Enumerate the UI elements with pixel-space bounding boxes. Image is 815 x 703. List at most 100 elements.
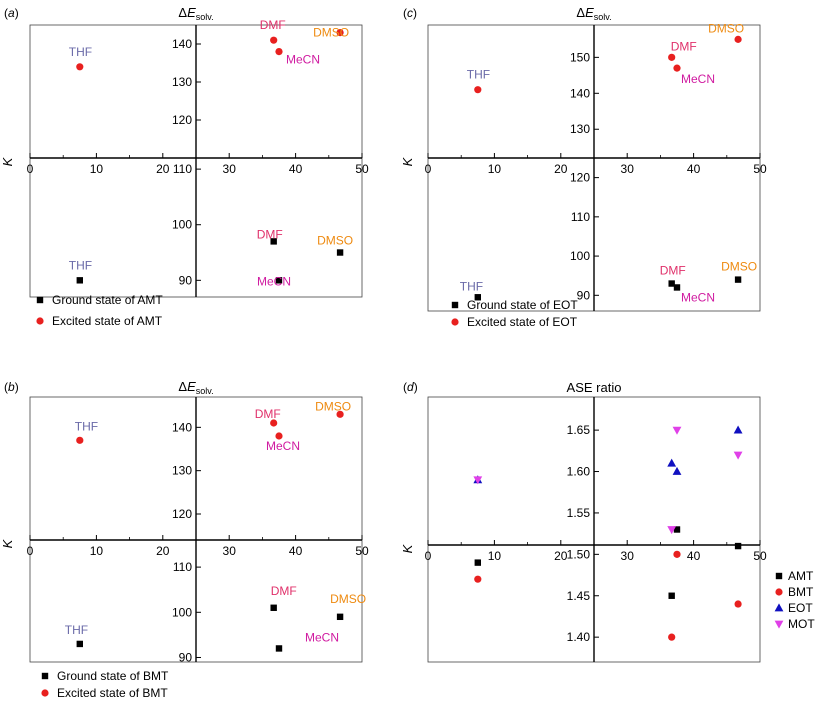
data-point (734, 542, 742, 550)
x-tick-label: 10 (90, 162, 104, 176)
data-point (336, 28, 344, 37)
data-point (473, 476, 483, 485)
y-tick-label: 120 (570, 171, 590, 185)
y-tick-label: 1.45 (567, 589, 591, 603)
point-label: DMF (260, 18, 286, 32)
panel-label: (d) (403, 380, 418, 394)
data-point (270, 36, 278, 44)
point-label: MeCN (681, 72, 715, 86)
legend-marker (775, 588, 783, 596)
y-tick-label: 100 (172, 605, 192, 619)
panel-label: (b) (4, 380, 19, 394)
x-tick-label: 50 (753, 162, 767, 176)
legend-label: MOT (788, 617, 815, 631)
legend-marker (774, 620, 784, 629)
y-tick-label: 1.40 (567, 630, 591, 644)
x-tick-label: 30 (223, 544, 237, 558)
y-tick-label: 130 (172, 75, 192, 89)
y-tick-label: 100 (172, 218, 192, 232)
chart-title: ΔEsolv. (178, 5, 213, 22)
legend-marker (41, 672, 49, 680)
x-tick-label: 20 (156, 544, 170, 558)
chart-panel-b: (b) ΔEsolv. 0 10 20 30 40 50 K 120 130 140 90 100 110 T… (0, 379, 369, 700)
point-label: MeCN (681, 290, 715, 304)
data-point (734, 600, 742, 608)
y-tick-label: 1.55 (567, 506, 591, 520)
data-point (668, 53, 676, 61)
y-axis-label: K (0, 156, 15, 166)
data-point (673, 526, 681, 533)
x-tick-label: 10 (488, 162, 502, 176)
legend-label: EOT (788, 601, 813, 615)
panel-label: (a) (4, 6, 19, 20)
legend-marker (775, 572, 783, 580)
point-label: MeCN (305, 630, 339, 644)
data-point (733, 451, 743, 460)
y-tick-label: 150 (570, 50, 590, 64)
x-tick-label: 50 (355, 544, 369, 558)
point-label: MeCN (286, 53, 320, 67)
legend-marker (41, 689, 49, 697)
point-label: DMF (257, 227, 283, 241)
legend-label: AMT (788, 569, 814, 583)
x-tick-label: 30 (223, 162, 237, 176)
legend-label: BMT (788, 585, 814, 599)
point-label: MeCN (266, 439, 300, 453)
data-point (668, 592, 675, 599)
point-label: DMSO (317, 234, 353, 248)
data-point (474, 86, 482, 94)
data-point (734, 276, 742, 283)
legend-marker (451, 301, 459, 309)
y-tick-label: 110 (571, 210, 590, 224)
point-label: DMSO (721, 260, 757, 274)
point-label: THF (460, 279, 483, 293)
data-point (76, 640, 83, 648)
y-axis-label: K (0, 538, 15, 548)
data-point (668, 633, 676, 641)
data-point (76, 436, 84, 444)
point-label: DMF (255, 407, 281, 421)
y-axis-label: K (400, 543, 415, 553)
data-point (668, 280, 675, 287)
y-tick-label: 1.50 (567, 547, 591, 561)
chart-panel-c: (c) ΔEsolv. 0 10 20 30 40 50 K 130 140 150 90 100 110 1… (400, 5, 767, 329)
data-point (733, 425, 743, 434)
chart-panel-a: (a) ΔEsolv. 0 10 20 30 40 50 K 120 130 140 90 100 110 T… (0, 5, 369, 328)
x-tick-label: 0 (425, 549, 432, 563)
data-point (275, 48, 283, 56)
x-tick-label: 20 (554, 549, 568, 563)
y-tick-label: 90 (179, 650, 193, 664)
y-tick-label: 140 (172, 420, 192, 434)
legend-marker (451, 318, 459, 326)
data-point (474, 575, 482, 583)
data-point (275, 277, 283, 284)
x-tick-label: 40 (687, 162, 701, 176)
point-label: MeCN (257, 274, 291, 288)
point-label: THF (65, 623, 88, 637)
chart-title: ASE ratio (567, 380, 622, 395)
data-point (275, 432, 283, 440)
legend-label: Ground state of BMT (57, 669, 169, 683)
data-point (474, 294, 481, 301)
data-point (672, 466, 682, 475)
point-label: THF (75, 419, 98, 433)
chart-panel-d: (d) ASE ratio 0 10 20 30 40 50 K 1.40 1.45 1.50 1.55… (400, 380, 815, 663)
data-point (336, 410, 344, 418)
x-tick-label: 50 (355, 162, 369, 176)
data-point (275, 645, 283, 652)
y-tick-label: 140 (570, 86, 590, 100)
y-tick-label: 120 (172, 113, 192, 127)
point-label: DMF (660, 264, 686, 278)
chart-title: ΔEsolv. (576, 5, 611, 22)
y-tick-label: 110 (173, 560, 192, 574)
x-tick-label: 50 (753, 549, 767, 563)
legend-marker (36, 317, 44, 325)
data-point (673, 284, 681, 291)
point-label: DMF (671, 39, 697, 53)
y-tick-label: 130 (570, 122, 590, 136)
point-label: THF (69, 45, 92, 59)
y-tick-label: 130 (172, 464, 192, 478)
data-point (270, 238, 277, 245)
panel-label: (c) (403, 6, 417, 20)
x-tick-label: 10 (90, 544, 104, 558)
